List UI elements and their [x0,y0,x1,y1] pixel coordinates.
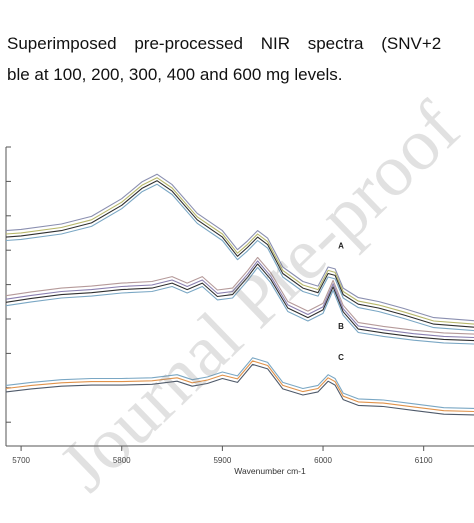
spectrum-line-b-3 [5,260,474,339]
x-tick-label: 5900 [213,456,231,465]
x-tick-label: 6100 [415,456,433,465]
series-label-a: A [338,242,344,251]
figure-caption: Superimposed pre-processed NIR spectra (… [7,28,474,90]
spectrum-line-a-1 [5,180,474,328]
spectrum-line-a-4 [5,173,474,322]
chart-labels: A B C [338,242,344,362]
spectrum-line-c-2 [5,363,474,416]
spectrum-line-b-2 [5,266,474,345]
spectrum-line-c-1 [5,360,474,413]
x-tick-label: 5700 [12,456,30,465]
chart-axes: 5700 5800 5900 6000 6100 Wavenumber cm-1 [5,146,474,476]
spectrum-line-a-2 [5,183,474,332]
chart-series [5,173,474,416]
series-label-b: B [338,322,344,331]
caption-line-1: Superimposed pre-processed NIR spectra (… [7,34,442,53]
spectrum-line-b-4 [5,256,474,335]
x-tick-label: 6000 [314,456,332,465]
x-axis-label: Wavenumber cm-1 [234,466,306,476]
caption-line-2: ble at 100, 200, 300, 400 and 600 mg lev… [7,65,343,84]
series-label-c: C [338,353,344,362]
x-tick-label: 5800 [113,456,131,465]
spectrum-line-b-1 [5,263,474,342]
spectrum-line-a-3 [5,177,474,325]
spectrum-line-c-3 [5,357,474,409]
